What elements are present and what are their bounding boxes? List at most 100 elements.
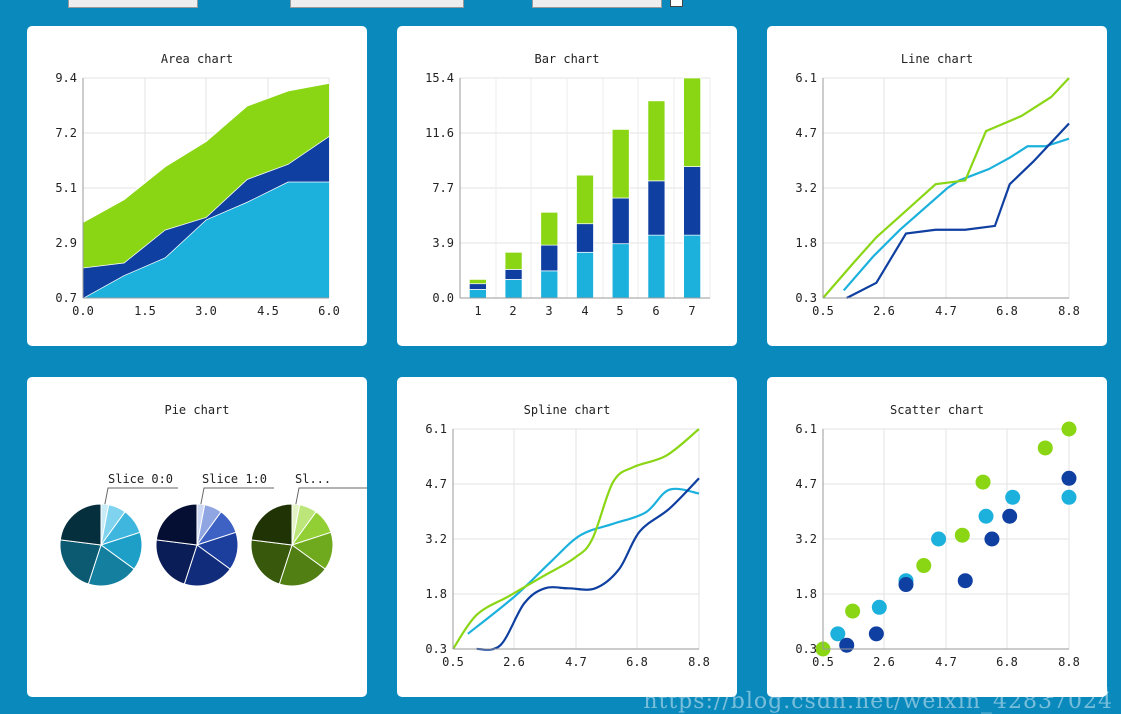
area-series-3 — [83, 83, 329, 268]
line-x-tick: 2.6 — [873, 304, 895, 318]
bar-y-tick: 0.0 — [432, 291, 454, 305]
line-chart: Line chart 6.1 4.7 3.2 1.8 0.3 0.5 2.6 4… — [795, 52, 1080, 318]
bar-segment — [469, 283, 487, 290]
area-y-tick: 9.4 — [55, 71, 77, 85]
bar-y-tick: 15.4 — [425, 71, 454, 85]
toolbar-checkbox[interactable] — [670, 0, 683, 7]
area-chart-card: Area chart 9.4 7.2 5.1 2.9 0.7 0.0 1.5 3… — [27, 26, 367, 346]
bar-chart-card: Bar chart 15.4 11.6 7.7 3.9 0.0 1 2 3 4 … — [397, 26, 737, 346]
spline-chart-card: Spline chart 6.1 4.7 3.2 1.8 0.3 0.5 2.6… — [397, 377, 737, 697]
scatter-point-series-2 — [984, 531, 1000, 547]
bar-segment — [576, 174, 594, 225]
pie-slice — [250, 503, 293, 546]
pie-callout-line — [295, 487, 367, 505]
scatter-point-series-3 — [916, 558, 932, 574]
area-x-tick: 3.0 — [195, 304, 217, 318]
area-x-tick: 6.0 — [318, 304, 340, 318]
scatter-chart-card: Scatter chart 6.1 4.7 3.2 1.8 0.3 0.5 2.… — [767, 377, 1107, 697]
bar-x-tick: 5 — [616, 304, 623, 318]
scatter-point-series-3 — [1061, 421, 1077, 437]
scatter-point-series-1 — [931, 531, 947, 547]
scatter-point-series-1 — [1061, 489, 1077, 505]
line-series-3 — [822, 77, 1070, 299]
scatter-point-series-3 — [1037, 440, 1053, 456]
area-y-tick: 5.1 — [55, 181, 77, 195]
scatter-point-series-2 — [1002, 508, 1018, 524]
scatter-y-tick: 6.1 — [795, 422, 817, 436]
scatter-point-series-2 — [868, 626, 884, 642]
line-y-tick: 0.3 — [795, 291, 817, 305]
bar-segment — [647, 234, 666, 299]
toolbar-button-1[interactable] — [68, 0, 198, 8]
bar-x-tick: 4 — [581, 304, 588, 318]
spline-y-tick: 3.2 — [425, 532, 447, 546]
area-chart-marks — [82, 82, 330, 299]
scatter-point-series-1 — [830, 626, 846, 642]
bar-x-tick: 3 — [545, 304, 552, 318]
bar-x-tick: 1 — [474, 304, 481, 318]
scatter-point-series-2 — [898, 577, 914, 593]
bar-segment — [540, 244, 559, 272]
area-x-tick: 4.5 — [257, 304, 279, 318]
bar-segment — [576, 223, 594, 253]
scatter-y-tick: 3.2 — [795, 532, 817, 546]
spline-x-tick: 8.8 — [688, 655, 710, 669]
toolbar-button-2[interactable] — [532, 0, 662, 8]
pie-callout-line — [200, 487, 274, 505]
pie-slice — [59, 539, 102, 585]
area-series-edge-3 — [82, 82, 330, 223]
pie-slice — [87, 544, 135, 587]
area-y-tick: 0.7 — [55, 291, 77, 305]
scatter-point-series-2 — [839, 637, 855, 653]
area-x-tick: 1.5 — [134, 304, 156, 318]
line-y-tick: 3.2 — [795, 181, 817, 195]
line-x-tick: 6.8 — [996, 304, 1018, 318]
line-chart-marks — [822, 77, 1070, 299]
bar-segment — [647, 100, 666, 182]
scatter-point-series-3 — [954, 527, 970, 543]
bar-segment — [504, 251, 523, 270]
bar-y-tick: 11.6 — [425, 126, 454, 140]
spline-y-tick: 1.8 — [425, 587, 447, 601]
pie-callout-label: Sl... — [295, 472, 331, 486]
scatter-chart-title: Scatter chart — [890, 403, 984, 417]
scatter-x-tick: 4.7 — [935, 655, 957, 669]
pie-callout-label: Slice 0:0 — [108, 472, 173, 486]
area-chart: Area chart 9.4 7.2 5.1 2.9 0.7 0.0 1.5 3… — [55, 52, 340, 318]
line-y-tick: 4.7 — [795, 126, 817, 140]
bar-y-tick: 7.7 — [432, 181, 454, 195]
bar-y-tick: 3.9 — [432, 236, 454, 250]
scatter-y-tick: 0.3 — [795, 642, 817, 656]
scatter-point-series-1 — [1005, 489, 1021, 505]
scatter-chart: Scatter chart 6.1 4.7 3.2 1.8 0.3 0.5 2.… — [795, 403, 1080, 669]
spline-y-tick: 4.7 — [425, 477, 447, 491]
scatter-x-tick: 0.5 — [812, 655, 834, 669]
scatter-x-tick: 2.6 — [873, 655, 895, 669]
scatter-x-tick: 8.8 — [1058, 655, 1080, 669]
bar-chart-marks — [469, 77, 701, 299]
area-y-tick: 7.2 — [55, 126, 77, 140]
bar-segment — [683, 234, 701, 299]
watermark-large: https://blog.csdn.net/weixin_42837024 — [643, 689, 1113, 714]
area-chart-title: Area chart — [161, 52, 233, 66]
toolbar-dropdown[interactable] — [290, 0, 464, 8]
line-y-tick: 6.1 — [795, 71, 817, 85]
bar-x-tick: 7 — [688, 304, 695, 318]
scatter-point-series-3 — [845, 603, 861, 619]
line-x-tick: 4.7 — [935, 304, 957, 318]
bar-segment — [683, 77, 701, 167]
bar-segment — [611, 243, 630, 299]
bar-segment — [611, 129, 630, 199]
bar-segment — [683, 166, 701, 236]
spline-series-2 — [476, 477, 700, 651]
pie-chart-title: Pie chart — [164, 403, 229, 417]
bar-segment — [611, 197, 630, 245]
bar-chart: Bar chart 15.4 11.6 7.7 3.9 0.0 1 2 3 4 … — [425, 52, 711, 318]
spline-series-1 — [467, 487, 700, 635]
bar-segment — [576, 251, 594, 299]
pie-slice — [155, 539, 198, 585]
spline-chart-title: Spline chart — [524, 403, 611, 417]
line-y-tick: 1.8 — [795, 236, 817, 250]
scatter-y-tick: 1.8 — [795, 587, 817, 601]
pie-callout-line — [104, 487, 178, 505]
